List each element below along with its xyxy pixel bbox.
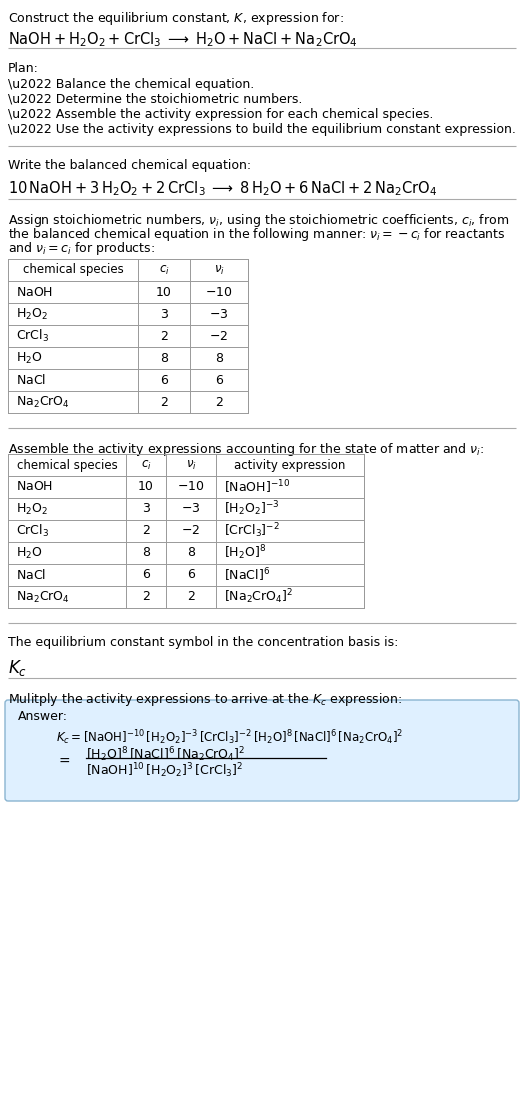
Text: $\mathrm{H_2O_2}$: $\mathrm{H_2O_2}$: [16, 307, 48, 322]
Text: $\nu_i$: $\nu_i$: [185, 459, 196, 472]
Text: Write the balanced chemical equation:: Write the balanced chemical equation:: [8, 159, 251, 172]
Text: Construct the equilibrium constant, $K$, expression for:: Construct the equilibrium constant, $K$,…: [8, 10, 344, 26]
Text: $\nu_i$: $\nu_i$: [214, 264, 224, 277]
Text: 6: 6: [187, 568, 195, 581]
Text: $K_c = [\mathrm{NaOH}]^{-10}\,[\mathrm{H_2O_2}]^{-3}\,[\mathrm{CrCl_3}]^{-2}\,[\: $K_c = [\mathrm{NaOH}]^{-10}\,[\mathrm{H…: [56, 728, 403, 747]
Text: $=$: $=$: [56, 753, 71, 767]
Text: Mulitply the activity expressions to arrive at the $K_c$ expression:: Mulitply the activity expressions to arr…: [8, 690, 402, 708]
Text: $\mathrm{NaCl}$: $\mathrm{NaCl}$: [16, 568, 46, 582]
Text: $\mathrm{H_2O}$: $\mathrm{H_2O}$: [16, 546, 42, 560]
Text: $\mathrm{Na_2CrO_4}$: $\mathrm{Na_2CrO_4}$: [16, 589, 70, 604]
Text: $-10$: $-10$: [205, 286, 233, 299]
Text: 10: 10: [156, 286, 172, 299]
Text: \u2022 Determine the stoichiometric numbers.: \u2022 Determine the stoichiometric numb…: [8, 93, 302, 106]
Text: activity expression: activity expression: [234, 459, 346, 471]
Text: $10\,\mathrm{NaOH} + 3\,\mathrm{H_2O_2} + 2\,\mathrm{CrCl_3} \;\longrightarrow\;: $10\,\mathrm{NaOH} + 3\,\mathrm{H_2O_2} …: [8, 179, 437, 197]
FancyBboxPatch shape: [5, 700, 519, 801]
Text: $-3$: $-3$: [181, 503, 201, 515]
Text: $-3$: $-3$: [209, 308, 228, 321]
Text: $c_i$: $c_i$: [140, 459, 151, 472]
Text: 3: 3: [142, 503, 150, 515]
Text: Assemble the activity expressions accounting for the state of matter and $\nu_i$: Assemble the activity expressions accoun…: [8, 441, 484, 458]
Text: $\mathrm{CrCl_3}$: $\mathrm{CrCl_3}$: [16, 523, 49, 539]
Text: $[\mathrm{H_2O}]^{8}$: $[\mathrm{H_2O}]^{8}$: [224, 544, 266, 563]
Text: \u2022 Use the activity expressions to build the equilibrium constant expression: \u2022 Use the activity expressions to b…: [8, 124, 516, 136]
Text: $[\mathrm{NaCl}]^{6}$: $[\mathrm{NaCl}]^{6}$: [224, 566, 270, 583]
Text: $\mathrm{NaOH} + \mathrm{H_2O_2} + \mathrm{CrCl_3} \;\longrightarrow\; \mathrm{H: $\mathrm{NaOH} + \mathrm{H_2O_2} + \math…: [8, 30, 358, 49]
Text: 8: 8: [160, 352, 168, 364]
Text: $\mathrm{NaOH}$: $\mathrm{NaOH}$: [16, 481, 53, 493]
Text: $\mathrm{CrCl_3}$: $\mathrm{CrCl_3}$: [16, 328, 49, 344]
Text: 2: 2: [187, 590, 195, 603]
Text: 3: 3: [160, 308, 168, 321]
Text: $-2$: $-2$: [181, 525, 201, 537]
Text: $-10$: $-10$: [177, 481, 205, 493]
Text: $\mathrm{Na_2CrO_4}$: $\mathrm{Na_2CrO_4}$: [16, 395, 70, 409]
Text: Plan:: Plan:: [8, 62, 39, 75]
Text: 8: 8: [215, 352, 223, 364]
Text: $c_i$: $c_i$: [159, 264, 169, 277]
Text: $[\mathrm{H_2O}]^{8}\,[\mathrm{NaCl}]^{6}\,[\mathrm{Na_2CrO_4}]^{2}$: $[\mathrm{H_2O}]^{8}\,[\mathrm{NaCl}]^{6…: [86, 745, 245, 763]
Text: \u2022 Balance the chemical equation.: \u2022 Balance the chemical equation.: [8, 78, 254, 92]
Text: 6: 6: [215, 374, 223, 386]
Text: chemical species: chemical species: [17, 459, 117, 471]
Text: $\mathrm{H_2O}$: $\mathrm{H_2O}$: [16, 351, 42, 365]
Text: and $\nu_i = c_i$ for products:: and $\nu_i = c_i$ for products:: [8, 240, 155, 257]
Text: $\mathrm{H_2O_2}$: $\mathrm{H_2O_2}$: [16, 502, 48, 516]
Text: 2: 2: [215, 396, 223, 408]
Text: 8: 8: [187, 546, 195, 559]
Text: $[\mathrm{H_2O_2}]^{-3}$: $[\mathrm{H_2O_2}]^{-3}$: [224, 500, 279, 518]
Text: $[\mathrm{NaOH}]^{10}\,[\mathrm{H_2O_2}]^{3}\,[\mathrm{CrCl_3}]^{2}$: $[\mathrm{NaOH}]^{10}\,[\mathrm{H_2O_2}]…: [86, 761, 243, 780]
Text: Answer:: Answer:: [18, 710, 68, 722]
Text: 6: 6: [160, 374, 168, 386]
Text: 6: 6: [142, 568, 150, 581]
Text: Assign stoichiometric numbers, $\nu_i$, using the stoichiometric coefficients, $: Assign stoichiometric numbers, $\nu_i$, …: [8, 212, 509, 229]
Text: the balanced chemical equation in the following manner: $\nu_i = -c_i$ for react: the balanced chemical equation in the fo…: [8, 226, 506, 243]
Text: chemical species: chemical species: [23, 264, 123, 277]
Text: 8: 8: [142, 546, 150, 559]
Text: 2: 2: [142, 590, 150, 603]
Text: \u2022 Assemble the activity expression for each chemical species.: \u2022 Assemble the activity expression …: [8, 108, 433, 121]
Text: $-2$: $-2$: [210, 330, 228, 343]
Text: $[\mathrm{NaOH}]^{-10}$: $[\mathrm{NaOH}]^{-10}$: [224, 479, 290, 495]
Text: $[\mathrm{Na_2CrO_4}]^{2}$: $[\mathrm{Na_2CrO_4}]^{2}$: [224, 588, 293, 607]
Text: 2: 2: [160, 330, 168, 343]
Text: $\mathrm{NaOH}$: $\mathrm{NaOH}$: [16, 286, 53, 299]
Text: $\mathrm{NaCl}$: $\mathrm{NaCl}$: [16, 373, 46, 387]
Text: 2: 2: [142, 525, 150, 537]
Text: 2: 2: [160, 396, 168, 408]
Text: The equilibrium constant symbol in the concentration basis is:: The equilibrium constant symbol in the c…: [8, 636, 398, 649]
Text: $[\mathrm{CrCl_3}]^{-2}$: $[\mathrm{CrCl_3}]^{-2}$: [224, 522, 280, 540]
Text: $K_c$: $K_c$: [8, 658, 27, 678]
Text: 10: 10: [138, 481, 154, 493]
